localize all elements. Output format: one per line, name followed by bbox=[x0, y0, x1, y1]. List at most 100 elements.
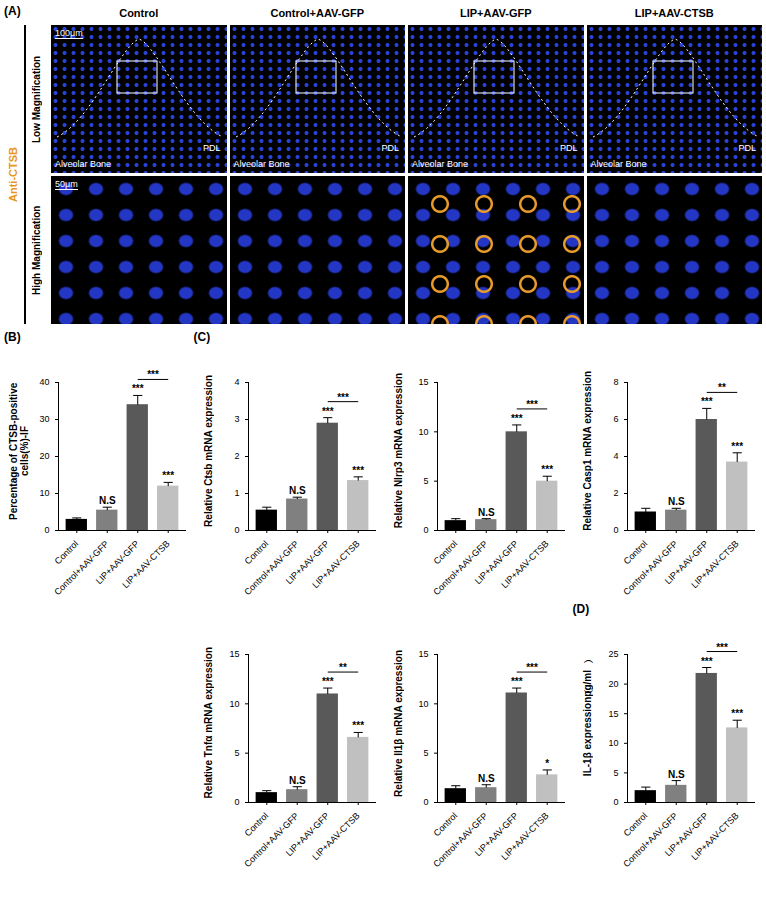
html-text:Control: Control bbox=[119, 7, 159, 19]
svg-text:5: 5 bbox=[423, 476, 428, 486]
svg-text:2: 2 bbox=[613, 488, 618, 498]
svg-text:LIP+AAV-CTSB: LIP+AAV-CTSB bbox=[120, 539, 171, 590]
svg-text:N.S: N.S bbox=[667, 496, 684, 507]
svg-text:**: ** bbox=[718, 382, 726, 393]
svg-text:***: *** bbox=[321, 406, 333, 417]
svg-text:N.S: N.S bbox=[478, 773, 495, 784]
html-text:Low Magnification: Low Magnification bbox=[30, 55, 42, 143]
svg-text:Control: Control bbox=[53, 539, 81, 567]
svg-text:LIP+AAV-GFP: LIP+AAV-GFP bbox=[283, 810, 331, 859]
svg-text:***: *** bbox=[162, 470, 174, 481]
svg-text:Control: Control bbox=[621, 811, 649, 839]
svg-text:Control+AAV-GFP: Control+AAV-GFP bbox=[621, 539, 679, 597]
svg-text:10: 10 bbox=[229, 699, 239, 709]
svg-text:***: *** bbox=[700, 656, 712, 667]
svg-text:LIP+AAV-CTSB: LIP+AAV-CTSB bbox=[499, 539, 550, 590]
svg-text:***: *** bbox=[526, 662, 538, 673]
html-text:(B): (B) bbox=[4, 330, 21, 344]
svg-text:N.S: N.S bbox=[288, 485, 305, 496]
svg-text:0: 0 bbox=[423, 797, 428, 807]
svg-text:25: 25 bbox=[608, 649, 618, 659]
svg-text:Control: Control bbox=[242, 539, 270, 567]
svg-text:8: 8 bbox=[613, 377, 618, 387]
svg-text:***: *** bbox=[132, 383, 144, 394]
html-text:Control+AAV-GFP: Control+AAV-GFP bbox=[270, 7, 364, 19]
svg-text:LIP+AAV-CTSB: LIP+AAV-CTSB bbox=[689, 539, 740, 590]
svg-text:*: * bbox=[545, 758, 549, 769]
svg-text:LIP+AAV-CTSB: LIP+AAV-CTSB bbox=[499, 811, 550, 862]
svg-text:10: 10 bbox=[418, 427, 428, 437]
html-text:LIP+AAV-GFP: LIP+AAV-GFP bbox=[459, 7, 532, 19]
svg-text:0: 0 bbox=[613, 525, 618, 535]
svg-text:4: 4 bbox=[613, 451, 618, 461]
svg-text:30: 30 bbox=[39, 414, 49, 424]
svg-text:6: 6 bbox=[613, 414, 618, 424]
svg-text:5: 5 bbox=[234, 748, 239, 758]
svg-text:20: 20 bbox=[608, 679, 618, 689]
svg-text:LIP+AAV-GFP: LIP+AAV-GFP bbox=[472, 538, 521, 587]
svg-text:Control+AAV-GFP: Control+AAV-GFP bbox=[621, 811, 679, 869]
svg-text:LIP+AAV-GFP: LIP+AAV-GFP bbox=[283, 538, 331, 587]
html-text:LIP+AAV-CTSB: LIP+AAV-CTSB bbox=[634, 7, 714, 19]
svg-text:0: 0 bbox=[423, 525, 428, 535]
svg-text:LIP+AAV-CTSB: LIP+AAV-CTSB bbox=[689, 811, 740, 862]
svg-text:***: *** bbox=[541, 464, 553, 475]
svg-text:Control+AAV-GFP: Control+AAV-GFP bbox=[431, 811, 489, 869]
svg-text:***: *** bbox=[511, 676, 523, 687]
svg-text:***: *** bbox=[700, 396, 712, 407]
svg-text:Control+AAV-GFP: Control+AAV-GFP bbox=[52, 539, 110, 597]
svg-text:4: 4 bbox=[234, 377, 239, 387]
html-text:(A): (A) bbox=[4, 4, 21, 18]
svg-text:15: 15 bbox=[608, 709, 618, 719]
svg-text:***: *** bbox=[526, 399, 538, 410]
svg-text:10: 10 bbox=[608, 738, 618, 748]
html-text:(D): (D) bbox=[572, 602, 590, 616]
svg-text:***: *** bbox=[731, 708, 743, 719]
svg-text:***: *** bbox=[511, 413, 523, 424]
svg-text:0: 0 bbox=[234, 797, 239, 807]
svg-text:LIP+AAV-GFP: LIP+AAV-GFP bbox=[93, 538, 142, 587]
svg-text:Control+AAV-GFP: Control+AAV-GFP bbox=[242, 811, 300, 869]
svg-text:15: 15 bbox=[229, 649, 239, 659]
svg-text:10: 10 bbox=[418, 699, 428, 709]
html-text:(C): (C) bbox=[193, 330, 211, 344]
svg-text:LIP+AAV-GFP: LIP+AAV-GFP bbox=[472, 810, 521, 859]
svg-text:0: 0 bbox=[613, 797, 618, 807]
svg-text:20: 20 bbox=[39, 451, 49, 461]
svg-text:***: *** bbox=[337, 392, 349, 403]
svg-text:N.S: N.S bbox=[667, 769, 684, 780]
html-text:Percentage of CTSB-positive ce: Percentage of CTSB-positive cells(%)-IF bbox=[8, 382, 30, 520]
svg-text:***: *** bbox=[147, 369, 159, 380]
svg-text:15: 15 bbox=[418, 649, 428, 659]
svg-text:***: *** bbox=[352, 720, 364, 731]
svg-text:LIP+AAV-GFP: LIP+AAV-GFP bbox=[662, 538, 710, 587]
svg-text:Control: Control bbox=[242, 811, 270, 839]
svg-text:Control: Control bbox=[432, 811, 460, 839]
svg-text:LIP+AAV-CTSB: LIP+AAV-CTSB bbox=[310, 811, 361, 862]
svg-text:**: ** bbox=[339, 662, 347, 673]
svg-text:1: 1 bbox=[234, 488, 239, 498]
svg-text:N.S: N.S bbox=[99, 495, 116, 506]
svg-text:N.S: N.S bbox=[288, 775, 305, 786]
html-text:Anti-CTSB: Anti-CTSB bbox=[7, 147, 19, 202]
svg-text:Control: Control bbox=[621, 539, 649, 567]
svg-text:***: *** bbox=[716, 642, 728, 653]
svg-text:2: 2 bbox=[234, 451, 239, 461]
svg-text:40: 40 bbox=[39, 377, 49, 387]
svg-text:5: 5 bbox=[613, 768, 618, 778]
svg-text:***: *** bbox=[352, 465, 364, 476]
svg-text:Control+AAV-GFP: Control+AAV-GFP bbox=[431, 539, 489, 597]
svg-text:***: *** bbox=[731, 441, 743, 452]
svg-text:0: 0 bbox=[44, 525, 49, 535]
svg-text:15: 15 bbox=[418, 377, 428, 387]
svg-text:5: 5 bbox=[423, 748, 428, 758]
svg-text:***: *** bbox=[321, 676, 333, 687]
svg-text:0: 0 bbox=[234, 525, 239, 535]
svg-text:10: 10 bbox=[39, 488, 49, 498]
svg-text:LIP+AAV-CTSB: LIP+AAV-CTSB bbox=[310, 539, 361, 590]
svg-text:Control: Control bbox=[432, 539, 460, 567]
svg-text:N.S: N.S bbox=[478, 507, 495, 518]
svg-text:Control+AAV-GFP: Control+AAV-GFP bbox=[242, 539, 300, 597]
svg-text:3: 3 bbox=[234, 414, 239, 424]
svg-text:LIP+AAV-GFP: LIP+AAV-GFP bbox=[662, 810, 710, 859]
